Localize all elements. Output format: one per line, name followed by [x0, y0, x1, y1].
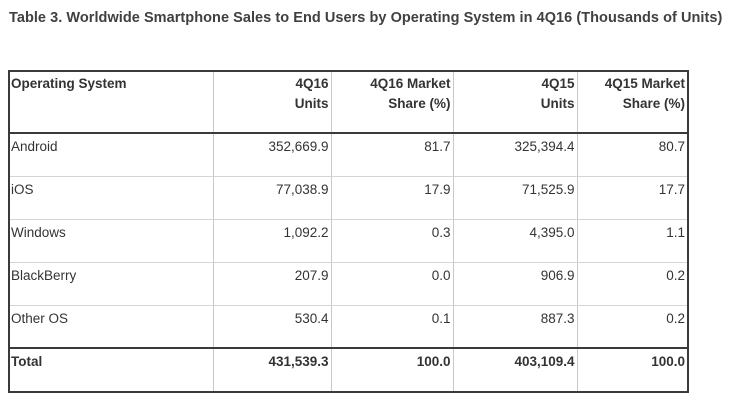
units-4q15-cell: 71,525.9 [452, 175, 578, 220]
header-line: Units [540, 96, 575, 111]
table-footer: Total 431,539.3 100.0 403,109.4 100.0 [8, 347, 689, 393]
header-4q15-units: 4Q15 Units [452, 70, 578, 134]
header-operating-system: Operating System [8, 70, 214, 134]
units-4q15-cell: 4,395.0 [452, 218, 578, 263]
os-cell: Android [8, 132, 214, 177]
table-row: Other OS 530.4 0.1 887.3 0.2 [8, 304, 689, 348]
share-4q16-cell: 0.0 [330, 261, 454, 306]
units-4q16-cell: 207.9 [212, 261, 332, 306]
os-cell: Windows [8, 218, 214, 263]
table-row: Windows 1,092.2 0.3 4,395.0 1.1 [8, 218, 689, 263]
os-cell: iOS [8, 175, 214, 220]
header-line: Units [294, 96, 329, 111]
table-caption: Table 3. Worldwide Smartphone Sales to E… [9, 10, 723, 26]
total-share-4q15: 100.0 [576, 347, 689, 393]
os-cell: BlackBerry [8, 261, 214, 306]
table-row: BlackBerry 207.9 0.0 906.9 0.2 [8, 261, 689, 306]
header-line: Operating System [11, 76, 127, 91]
units-4q16-cell: 352,669.9 [212, 132, 332, 177]
header-line: Share (%) [388, 96, 451, 111]
total-units-4q15: 403,109.4 [452, 347, 578, 393]
header-row: Operating System 4Q16 Units 4Q16 Market … [8, 70, 689, 134]
table-row: Android 352,669.9 81.7 325,394.4 80.7 [8, 132, 689, 177]
share-4q15-cell: 1.1 [576, 218, 689, 263]
share-4q16-cell: 17.9 [330, 175, 454, 220]
table-body: Android 352,669.9 81.7 325,394.4 80.7 iO… [8, 132, 689, 348]
total-row: Total 431,539.3 100.0 403,109.4 100.0 [8, 347, 689, 393]
header-line: Share (%) [622, 96, 685, 111]
table-header: Operating System 4Q16 Units 4Q16 Market … [8, 70, 689, 134]
table-row: iOS 77,038.9 17.9 71,525.9 17.7 [8, 175, 689, 220]
units-4q16-cell: 530.4 [212, 304, 332, 348]
header-4q15-market-share: 4Q15 Market Share (%) [576, 70, 689, 134]
header-line: 4Q15 [541, 76, 575, 91]
units-4q16-cell: 77,038.9 [212, 175, 332, 220]
total-share-4q16: 100.0 [330, 347, 454, 393]
total-units-4q16: 431,539.3 [212, 347, 332, 393]
share-4q15-cell: 80.7 [576, 132, 689, 177]
total-label: Total [8, 347, 214, 393]
header-line: 4Q16 Market [370, 76, 451, 91]
header-line: 4Q16 [295, 76, 329, 91]
smartphone-sales-table: Operating System 4Q16 Units 4Q16 Market … [8, 70, 689, 393]
units-4q15-cell: 325,394.4 [452, 132, 578, 177]
units-4q16-cell: 1,092.2 [212, 218, 332, 263]
share-4q16-cell: 0.3 [330, 218, 454, 263]
units-4q15-cell: 887.3 [452, 304, 578, 348]
share-4q15-cell: 0.2 [576, 304, 689, 348]
header-4q16-units: 4Q16 Units [212, 70, 332, 134]
units-4q15-cell: 906.9 [452, 261, 578, 306]
header-line: 4Q15 Market [604, 76, 685, 91]
share-4q15-cell: 0.2 [576, 261, 689, 306]
share-4q15-cell: 17.7 [576, 175, 689, 220]
os-cell: Other OS [8, 304, 214, 348]
header-4q16-market-share: 4Q16 Market Share (%) [330, 70, 454, 134]
share-4q16-cell: 0.1 [330, 304, 454, 348]
share-4q16-cell: 81.7 [330, 132, 454, 177]
